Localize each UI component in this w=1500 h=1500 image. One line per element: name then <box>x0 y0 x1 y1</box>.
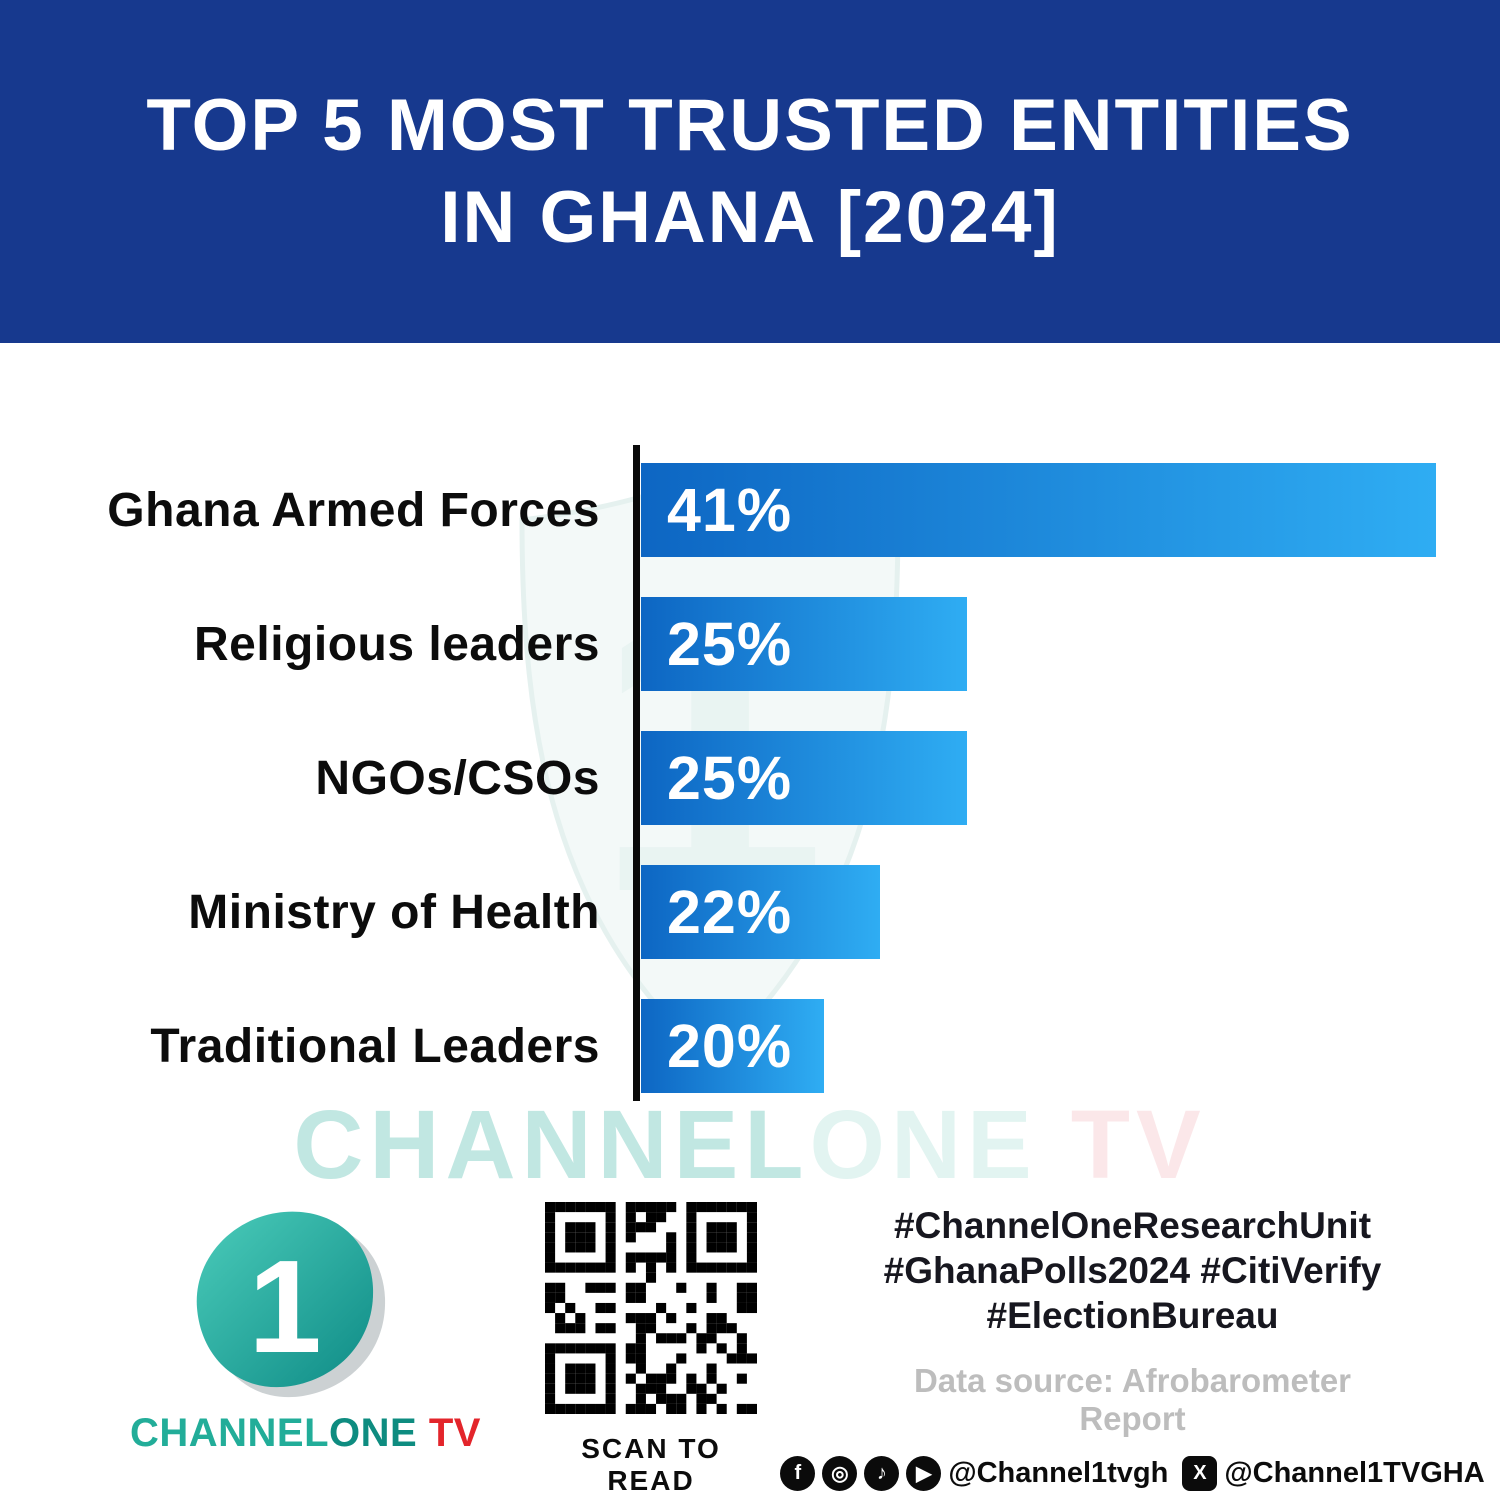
bar-track: 22% <box>641 865 1436 959</box>
bar-track: 25% <box>641 597 1436 691</box>
hashtag-line-1: #ChannelOneResearchUnit <box>893 1205 1372 1246</box>
watermark-tv: TV <box>1037 1090 1207 1199</box>
facebook-icon: f <box>780 1456 816 1492</box>
page-title-line1: TOP 5 MOST TRUSTED ENTITIES <box>146 85 1354 167</box>
chart-row: Traditional Leaders 20% <box>0 999 1500 1093</box>
instagram-icon: ◎ <box>822 1456 858 1492</box>
page-title-line2: IN GHANA [2024] <box>440 176 1060 258</box>
bar-value-label: 41% <box>667 476 793 544</box>
bar: 20% <box>641 999 824 1093</box>
social-row: f ◎ ♪ ▶ @Channel1tvgh X @Channel1TVGHA <box>780 1456 1485 1492</box>
x-icon: X <box>1182 1456 1218 1492</box>
qr-block: SCAN TO READ <box>543 1202 759 1497</box>
bar-category-label: Ghana Armed Forces <box>107 483 600 537</box>
bar: 41% <box>641 463 1436 557</box>
chart-row: NGOs/CSOs 25% <box>0 731 1500 825</box>
hashtag-line-3: #ElectionBureau <box>986 1295 1279 1337</box>
bar-value-label: 22% <box>667 878 793 946</box>
bar-track: 41% <box>641 463 1436 557</box>
watermark-one: ONE <box>809 1090 1038 1199</box>
bar-chart: Ghana Armed Forces 41% Religious leaders 25… <box>0 463 1500 1093</box>
chart-row: Religious leaders 25% <box>0 597 1500 691</box>
bar-value-label: 20% <box>667 1012 793 1080</box>
qr-code <box>545 1202 757 1414</box>
youtube-icon: ▶ <box>906 1456 942 1492</box>
bar-track: 20% <box>641 999 1436 1093</box>
handle-x: @Channel1TVGHA <box>1224 1457 1485 1490</box>
bar: 25% <box>641 731 967 825</box>
logo-block: 1 CHANNELONE TV <box>130 1200 480 1456</box>
tiktok-icon: ♪ <box>864 1456 900 1492</box>
brand-tv: TV <box>417 1411 481 1455</box>
bar-value-label: 25% <box>667 744 793 812</box>
bar-category-label: Religious leaders <box>194 617 600 671</box>
logo-numeral: 1 <box>248 1233 321 1380</box>
brand-wordmark: CHANNELONE TV <box>130 1411 480 1456</box>
bar: 25% <box>641 597 967 691</box>
channel-one-tv-logo: 1 <box>196 1211 386 1398</box>
chart-axis-line <box>633 445 640 1101</box>
bar-track: 25% <box>641 731 1436 825</box>
bar-category-label: Traditional Leaders <box>150 1019 600 1073</box>
footer-info-block: #ChannelOneResearchUnit #GhanaPolls2024 … <box>780 1203 1485 1500</box>
bar-value-label: 25% <box>667 610 793 678</box>
brand-channel: CHANNEL <box>130 1411 330 1455</box>
qr-caption: SCAN TO READ <box>581 1433 721 1496</box>
header-banner: TOP 5 MOST TRUSTED ENTITIES IN GHANA [20… <box>0 0 1500 343</box>
handle-primary: @Channel1tvgh <box>948 1457 1169 1490</box>
hashtag-line-2: #GhanaPolls2024 #CitiVerify <box>883 1250 1382 1292</box>
channelone-text-watermark: CHANNELONE TV <box>0 1096 1500 1193</box>
brand-one: ONE <box>329 1411 418 1455</box>
chart-row: Ghana Armed Forces 41% <box>0 463 1500 557</box>
watermark-channel: CHANNEL <box>293 1090 810 1199</box>
bar-category-label: NGOs/CSOs <box>315 751 600 805</box>
chart-row: Ministry of Health 22% <box>0 865 1500 959</box>
data-source-text: Data source: Afrobarometer Report <box>913 1362 1352 1438</box>
bar-category-label: Ministry of Health <box>188 885 600 939</box>
bar: 22% <box>641 865 880 959</box>
